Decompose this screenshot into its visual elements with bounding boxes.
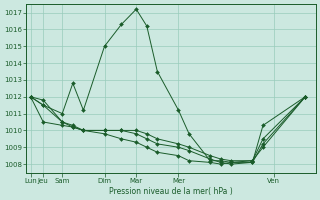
X-axis label: Pression niveau de la mer( hPa ): Pression niveau de la mer( hPa ): [109, 187, 233, 196]
